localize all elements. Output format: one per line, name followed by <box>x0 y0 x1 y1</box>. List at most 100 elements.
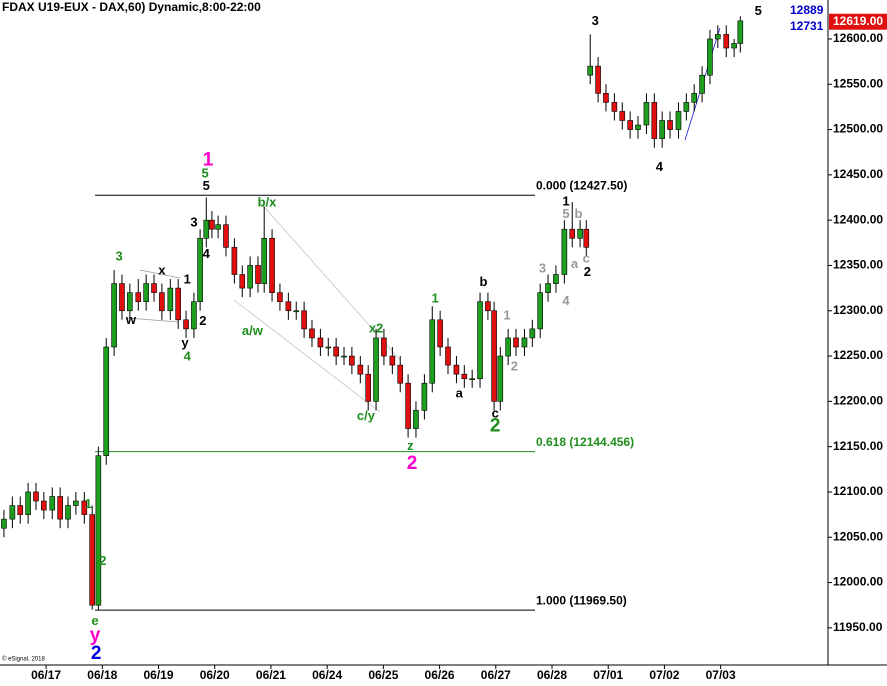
candle-body <box>135 292 142 302</box>
y-tick-label: 12600.00 <box>833 31 883 45</box>
wave-label: 2 <box>511 358 518 373</box>
candle-body <box>603 93 609 103</box>
wave-label: 1 <box>203 149 214 170</box>
candle-body <box>151 283 157 293</box>
wave-label: x2 <box>369 320 383 335</box>
channel-line <box>127 317 179 323</box>
candle-body <box>25 491 31 515</box>
candle-body <box>699 74 705 94</box>
candle-body <box>667 120 673 130</box>
wave-label: x <box>158 262 166 277</box>
corner-value: 12731 <box>790 19 824 33</box>
level-label: 1.000 (11969.50) <box>536 593 627 607</box>
candle-body <box>95 455 102 606</box>
candle-body <box>247 265 253 289</box>
y-tick-label: 12400.00 <box>833 212 883 226</box>
wave-label: 3 <box>190 214 197 229</box>
candle-body <box>715 34 721 40</box>
candle-body <box>183 319 189 330</box>
level-label: 0.000 (12427.50) <box>536 178 627 192</box>
candle-body <box>365 373 371 402</box>
candle-body <box>57 496 63 520</box>
candle-body <box>41 500 47 511</box>
wave-label: 4 <box>656 159 664 174</box>
wave-label: 1 <box>184 271 191 286</box>
candle-body <box>277 292 283 302</box>
candle-body <box>81 500 88 515</box>
wave-label: 2 <box>99 553 106 568</box>
last-price-label: 12619.00 <box>833 14 883 28</box>
candle-body <box>405 382 411 429</box>
candle-body <box>497 355 504 402</box>
candle-body <box>583 228 590 248</box>
candle-body <box>707 38 713 76</box>
wave-label: 4 <box>562 293 570 308</box>
candle-body <box>293 310 300 313</box>
x-tick-label: 07/01 <box>593 668 623 682</box>
wave-label: b/x <box>258 194 278 209</box>
wave-label: 1 <box>85 496 92 511</box>
last-price-box <box>829 13 887 30</box>
wave-label: b <box>479 274 487 289</box>
candle-body <box>309 328 315 339</box>
y-tick-label: 12200.00 <box>833 394 883 408</box>
x-tick-label: 07/02 <box>649 668 679 682</box>
candle-body <box>611 102 618 112</box>
y-tick-label: 12100.00 <box>833 484 883 498</box>
candle-body <box>33 491 39 502</box>
candle-body <box>397 364 404 384</box>
wave-label: 2 <box>584 264 591 279</box>
candle-body <box>1 518 7 529</box>
candle-body <box>491 310 497 402</box>
wave-label: z <box>407 438 414 453</box>
channel-line <box>257 199 401 361</box>
candle-body <box>111 283 117 348</box>
y-tick-label: 12500.00 <box>833 122 883 136</box>
x-tick-label: 06/24 <box>312 668 342 682</box>
x-tick-label: 07/03 <box>706 668 736 682</box>
y-tick-label: 12000.00 <box>833 575 883 589</box>
chart-title: FDAX U19-EUX - DAX,60) Dynamic,8:00-22:0… <box>2 0 261 14</box>
candle-body <box>73 500 79 506</box>
wave-label: 4 <box>184 348 192 363</box>
wave-label: 2 <box>199 313 206 328</box>
x-tick-label: 06/25 <box>368 668 398 682</box>
wave-label: c <box>583 251 590 266</box>
candle-body <box>103 346 110 457</box>
candle-body <box>333 346 339 357</box>
candle-body <box>477 301 483 380</box>
wave-label: a <box>571 256 579 271</box>
candle-body <box>65 505 71 520</box>
y-tick-label: 12050.00 <box>833 529 883 543</box>
candle-body <box>469 378 475 381</box>
candle-body <box>209 219 215 230</box>
candle-body <box>429 319 436 384</box>
wave-label: b <box>574 206 582 221</box>
wave-label: 5 <box>755 3 762 18</box>
candle-body <box>569 228 576 239</box>
candle-body <box>167 287 174 312</box>
candle-body <box>627 120 633 130</box>
x-tick-label: 06/21 <box>256 668 286 682</box>
candle-body <box>651 102 658 139</box>
wave-label: w <box>125 312 137 327</box>
candle-body <box>255 265 261 284</box>
candle-body <box>577 228 583 239</box>
candle-body <box>595 65 601 94</box>
candle-body <box>521 337 528 348</box>
wave-label: 3 <box>116 249 123 264</box>
candle-body <box>119 283 125 312</box>
candle-body <box>159 292 165 312</box>
candle-body <box>357 364 364 375</box>
candle-body <box>619 111 626 121</box>
wave-label: 1 <box>562 193 569 208</box>
candle-body <box>675 111 682 130</box>
candle-body <box>175 287 181 321</box>
candle-body <box>317 337 324 348</box>
candle-body <box>349 355 355 366</box>
x-tick-label: 06/20 <box>200 668 230 682</box>
level-label: 0.618 (12144.456) <box>536 435 634 449</box>
candle-body <box>269 237 275 293</box>
candle-body <box>215 224 221 230</box>
wave-label: 1 <box>503 308 510 323</box>
